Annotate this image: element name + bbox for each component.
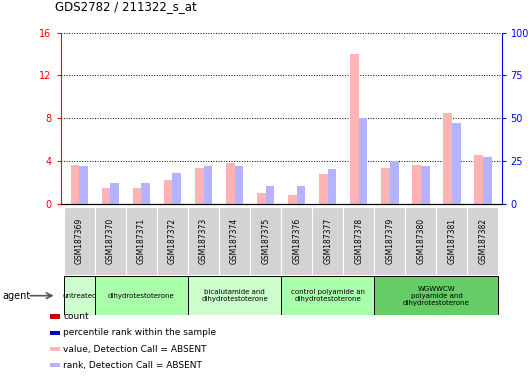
Text: GSM187370: GSM187370	[106, 218, 115, 264]
Text: GSM187382: GSM187382	[478, 218, 487, 264]
Bar	[452, 123, 460, 204]
Text: GSM187372: GSM187372	[168, 218, 177, 264]
Text: untreated: untreated	[62, 293, 97, 299]
Bar	[281, 276, 374, 315]
Bar	[374, 276, 498, 315]
Bar	[390, 161, 399, 204]
Text: GSM187369: GSM187369	[75, 218, 84, 264]
Bar	[203, 166, 212, 204]
Bar	[359, 118, 367, 204]
Bar	[126, 207, 157, 275]
Bar	[95, 276, 188, 315]
Text: GDS2782 / 211322_s_at: GDS2782 / 211322_s_at	[55, 0, 197, 13]
Bar	[64, 207, 95, 275]
Text: control polyamide an
dihydrotestoterone: control polyamide an dihydrotestoterone	[291, 289, 365, 302]
Bar	[250, 207, 281, 275]
Text: bicalutamide and
dihydrotestoterone: bicalutamide and dihydrotestoterone	[201, 289, 268, 302]
Bar	[350, 54, 359, 204]
Bar	[110, 183, 119, 204]
Bar	[319, 174, 328, 204]
Text: GSM187376: GSM187376	[292, 218, 301, 264]
Bar	[474, 156, 483, 204]
Bar	[195, 168, 203, 204]
Bar	[64, 276, 95, 315]
Text: agent: agent	[3, 291, 31, 301]
Text: GSM187380: GSM187380	[417, 218, 426, 264]
Text: GSM187374: GSM187374	[230, 218, 239, 264]
Bar	[443, 113, 452, 204]
Text: count: count	[63, 312, 89, 321]
Text: rank, Detection Call = ABSENT: rank, Detection Call = ABSENT	[63, 361, 202, 370]
Bar	[467, 207, 498, 275]
Bar	[157, 207, 188, 275]
Bar	[483, 157, 492, 204]
Bar	[257, 193, 266, 204]
Bar	[412, 165, 421, 204]
Bar	[421, 166, 430, 204]
Text: GSM187379: GSM187379	[385, 218, 394, 264]
Text: percentile rank within the sample: percentile rank within the sample	[63, 328, 216, 338]
Text: WGWWCW
polyamide and
dihydrotestoterone: WGWWCW polyamide and dihydrotestoterone	[403, 286, 470, 306]
Text: dihydrotestoterone: dihydrotestoterone	[108, 293, 175, 299]
Bar	[328, 169, 336, 204]
Bar	[374, 207, 406, 275]
Bar	[343, 207, 374, 275]
Bar	[219, 207, 250, 275]
Bar	[381, 168, 390, 204]
Bar	[281, 207, 312, 275]
Text: GSM187378: GSM187378	[354, 218, 363, 264]
Bar	[266, 187, 275, 204]
Bar	[188, 276, 281, 315]
Text: value, Detection Call = ABSENT: value, Detection Call = ABSENT	[63, 344, 207, 354]
Bar	[226, 163, 234, 204]
Text: GSM187377: GSM187377	[323, 218, 332, 264]
Bar	[406, 207, 437, 275]
Text: GSM187381: GSM187381	[447, 218, 456, 264]
Bar	[102, 187, 110, 204]
Text: GSM187373: GSM187373	[199, 218, 208, 264]
Text: GSM187371: GSM187371	[137, 218, 146, 264]
Bar	[437, 207, 467, 275]
Bar	[79, 166, 88, 204]
Bar	[133, 187, 142, 204]
Bar	[234, 166, 243, 204]
Bar	[95, 207, 126, 275]
Bar	[188, 207, 219, 275]
Bar	[297, 187, 305, 204]
Bar	[173, 173, 181, 204]
Text: GSM187375: GSM187375	[261, 218, 270, 264]
Bar	[312, 207, 343, 275]
Bar	[288, 195, 297, 204]
Bar	[71, 165, 79, 204]
Bar	[164, 180, 173, 204]
Bar	[142, 183, 150, 204]
